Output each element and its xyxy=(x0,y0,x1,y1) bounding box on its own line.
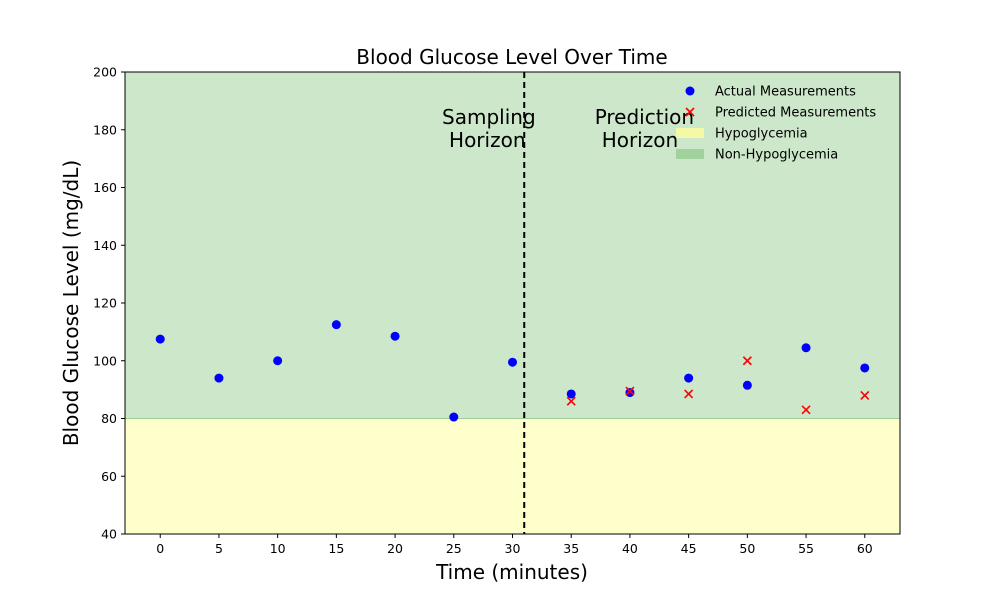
legend-label: Predicted Measurements xyxy=(715,106,876,121)
actual-measurement-point xyxy=(273,356,283,366)
region-label-line: Sampling xyxy=(442,105,536,129)
x-marker-stroke xyxy=(566,396,576,406)
actual-measurement-point xyxy=(860,363,870,373)
x-tick-label: 60 xyxy=(857,541,873,556)
x-marker-stroke xyxy=(684,389,694,399)
regions-layer xyxy=(125,72,900,534)
x-tick-label: 45 xyxy=(681,541,697,556)
actual-measurement-point xyxy=(801,343,811,353)
y-tick-label: 140 xyxy=(93,238,117,253)
actual-measurement-point xyxy=(625,388,635,398)
x-marker-stroke xyxy=(625,386,635,396)
x-tick-label: 55 xyxy=(798,541,814,556)
legend-label: Hypoglycemia xyxy=(715,127,808,142)
legend-label: Actual Measurements xyxy=(715,85,856,100)
region-label-line: Horizon xyxy=(449,128,525,152)
sampling-horizon-label: Sampling Horizon xyxy=(442,105,536,152)
x-axis-title: Time (minutes) xyxy=(435,560,588,584)
actual-measurement-point xyxy=(566,389,576,399)
y-tick-label: 200 xyxy=(93,65,117,80)
y-tick-label: 80 xyxy=(101,411,117,426)
actual-measurement-point xyxy=(742,380,752,390)
predicted-measurement-point xyxy=(684,389,694,399)
legend-label: Non-Hypoglycemia xyxy=(715,148,838,163)
x-tick-label: 15 xyxy=(328,541,344,556)
predicted-measurement-point xyxy=(566,396,576,406)
actual-measurement-point xyxy=(390,331,400,341)
region-label-line: Prediction xyxy=(595,105,694,129)
y-tick-label: 40 xyxy=(101,527,117,542)
legend-marker-actual xyxy=(685,86,695,96)
x-marker-stroke xyxy=(860,390,870,400)
x-marker-stroke xyxy=(685,107,695,117)
actual-measurement-point xyxy=(155,334,165,344)
y-tick-label: 60 xyxy=(101,469,117,484)
plot-frame xyxy=(124,71,901,535)
actual-measurement-point xyxy=(214,373,224,383)
predicted-measurement-point xyxy=(860,390,870,400)
legend-swatch-non-hypoglycemia xyxy=(676,149,704,159)
actual-measurement-point xyxy=(331,320,341,330)
prediction-horizon-label: Prediction Horizon xyxy=(595,105,694,152)
y-tick-label: 180 xyxy=(93,122,117,137)
x-tick-label: 30 xyxy=(505,541,521,556)
x-tick-label: 50 xyxy=(739,541,755,556)
y-tick-label: 120 xyxy=(93,296,117,311)
legend: Actual Measurements Predicted Measurement… xyxy=(676,85,876,163)
x-tick-label: 25 xyxy=(446,541,462,556)
x-marker-stroke xyxy=(742,356,752,366)
predicted-measurement-point xyxy=(801,405,811,415)
x-tick-label: 10 xyxy=(270,541,286,556)
ticks-layer: 0 5 10 15 20 25 30 35 40 45 50 55 60 40 60 80 100 120 140 1… xyxy=(93,65,873,557)
x-marker-stroke xyxy=(801,405,811,415)
x-tick-label: 0 xyxy=(156,541,164,556)
x-tick-label: 40 xyxy=(622,541,638,556)
x-tick-label: 5 xyxy=(215,541,223,556)
legend-swatch-hypoglycemia xyxy=(676,128,704,138)
predicted-measurement-point xyxy=(625,386,635,396)
y-tick-label: 100 xyxy=(93,353,117,368)
predicted-measurement-point xyxy=(742,356,752,366)
region-label-line: Horizon xyxy=(602,128,678,152)
x-tick-label: 35 xyxy=(563,541,579,556)
actual-measurement-point xyxy=(508,357,517,367)
points-layer xyxy=(155,320,870,422)
actual-measurement-point xyxy=(684,373,694,383)
chart-title: Blood Glucose Level Over Time xyxy=(356,45,667,69)
legend-marker-predicted xyxy=(685,107,695,117)
x-tick-label: 20 xyxy=(387,541,403,556)
region-hypoglycemia xyxy=(125,418,900,534)
actual-measurement-point xyxy=(449,412,459,422)
y-tick-label: 160 xyxy=(93,180,117,195)
y-axis-title: Blood Glucose Level (mg/dL) xyxy=(59,160,83,446)
